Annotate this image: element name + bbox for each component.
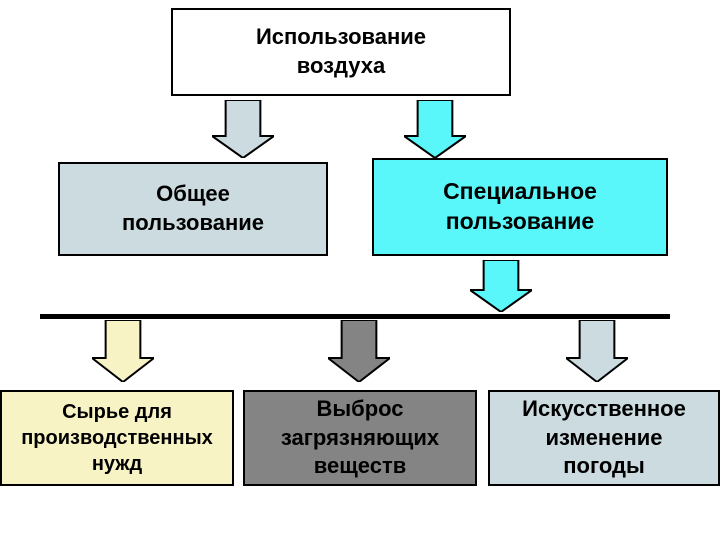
arrow-special-down: [470, 260, 532, 312]
arrow-to-raw: [92, 320, 154, 382]
arrow-to-weather: [566, 320, 628, 382]
node-root: Использованиевоздуха: [171, 8, 511, 96]
node-emission-label: Выбросзагрязняющихвеществ: [281, 395, 439, 481]
arrow-root-to-general: [212, 100, 274, 158]
arrow-root-to-special: [404, 100, 466, 158]
arrow-to-emission: [328, 320, 390, 382]
node-raw: Сырье дляпроизводственныхнужд: [0, 390, 234, 486]
node-weather-label: Искусственноеизменениепогоды: [522, 395, 686, 481]
node-raw-label: Сырье дляпроизводственныхнужд: [21, 399, 213, 477]
connector-line: [40, 314, 670, 319]
node-emission: Выбросзагрязняющихвеществ: [243, 390, 477, 486]
node-special: Специальноепользование: [372, 158, 668, 256]
node-special-label: Специальноепользование: [443, 177, 597, 237]
node-general-label: Общеепользование: [122, 180, 264, 237]
node-general: Общеепользование: [58, 162, 328, 256]
node-root-label: Использованиевоздуха: [256, 23, 426, 80]
node-weather: Искусственноеизменениепогоды: [488, 390, 720, 486]
